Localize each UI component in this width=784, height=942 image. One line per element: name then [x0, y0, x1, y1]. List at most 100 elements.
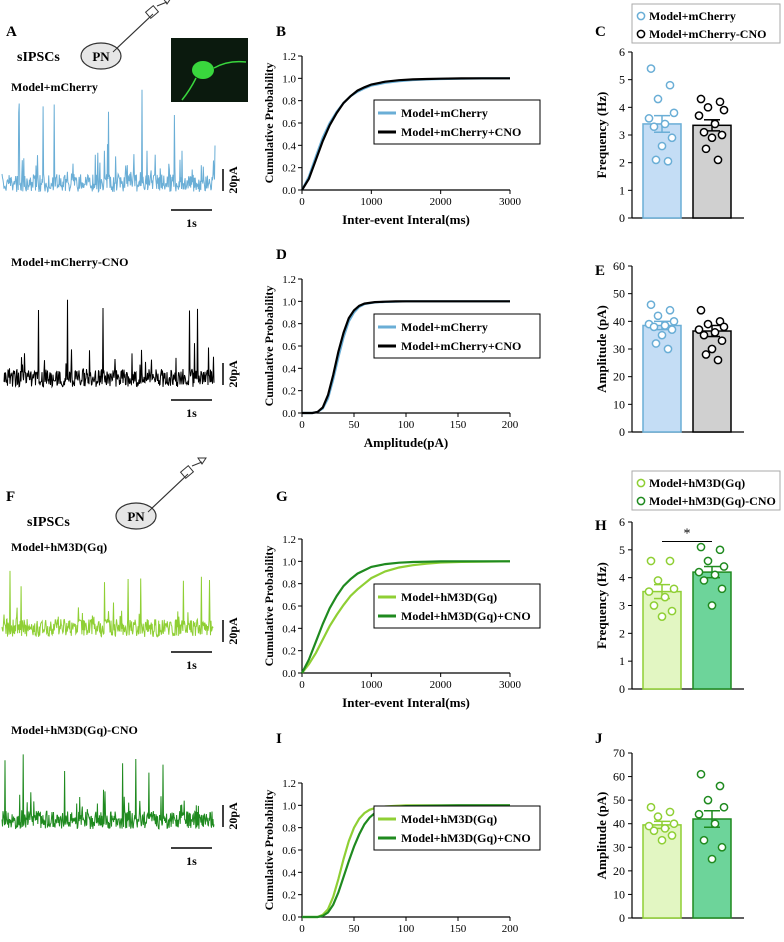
data-point: [701, 350, 711, 359]
data-point: [646, 64, 656, 73]
legend-box: [631, 470, 781, 511]
data-point: [653, 311, 663, 321]
data-point: [710, 119, 720, 129]
legend-entry: Model+hM3D(Gq)-CNO: [649, 494, 776, 508]
x-tick-label: 0: [299, 679, 305, 691]
x-tick-label: 2000: [430, 679, 453, 691]
panel-letter-A: A: [6, 24, 17, 40]
legend-entry: Model+hM3D(Gq): [649, 476, 745, 490]
data-point: [713, 355, 723, 365]
legend-marker: [636, 478, 646, 488]
data-point: [663, 156, 673, 166]
legend-box: [373, 99, 541, 145]
data-point: [657, 612, 667, 621]
data-point: [710, 328, 720, 337]
data-point: [694, 809, 704, 819]
y-tick-label: 30: [613, 342, 625, 356]
data-point: [715, 545, 725, 555]
data-point: [646, 556, 656, 566]
significance-mark: *: [684, 526, 691, 541]
x-tick-label: 200: [502, 419, 519, 431]
schematic-title: sIPSCs: [27, 515, 70, 530]
pipette: [147, 473, 189, 513]
data-point: [651, 155, 661, 165]
y-axis-label: Amplitude (pA): [594, 792, 609, 880]
y-tick-label: 20: [613, 864, 625, 878]
data-point: [699, 330, 709, 340]
trace-hm3d: [1, 570, 214, 638]
y-tick-label: 40: [613, 314, 625, 328]
scale-bar-time: 1s: [186, 406, 197, 420]
data-point: [660, 321, 670, 330]
y-tick-label: 1.0: [282, 73, 296, 85]
neuron-label: PN: [92, 49, 110, 64]
data-point: [667, 133, 677, 143]
cumulative-chart-D: 0 50 100 150 200 0.0 0.2 0.4 0.6 0.8 1.0 1.2 Amplitu…: [262, 274, 541, 450]
series-line-2: [301, 77, 510, 191]
data-point: [649, 322, 659, 332]
y-tick-label: 1: [619, 654, 625, 668]
bar-chart-H: 0 1 2 3 4 5 6 Frequency (Hz) * Model+hM3D(Gq) Mode…: [594, 470, 781, 696]
electrode-ground-icon: [156, 0, 171, 7]
y-tick-label: 0.0: [282, 668, 296, 680]
neuron-cell: [80, 42, 122, 70]
scale-bar-time: 1s: [186, 658, 197, 672]
data-point: [707, 854, 717, 864]
y-tick-label: 20: [613, 370, 625, 384]
legend-box: [373, 805, 541, 851]
data-point: [657, 835, 667, 845]
scale-bar: 20pA 1s: [171, 360, 240, 420]
panel-letter-D: D: [276, 247, 287, 263]
y-tick-label: 4: [619, 571, 625, 585]
data-point: [665, 807, 675, 817]
data-point: [657, 141, 667, 151]
trace-mcherry: [1, 89, 216, 194]
data-point: [694, 325, 704, 334]
data-point: [710, 570, 720, 580]
data-point: [699, 127, 709, 137]
y-tick-label: 6: [619, 515, 625, 529]
y-tick-label: 0.6: [282, 118, 296, 130]
data-point: [665, 80, 675, 90]
y-tick-label: 5: [619, 73, 625, 87]
data-point: [719, 562, 729, 571]
x-tick-label: 50: [349, 923, 361, 935]
fluorescent-process: [181, 77, 197, 101]
pipette-holder: [179, 465, 195, 479]
trace-label: Model+hM3D(Gq): [11, 540, 107, 554]
data-point: [717, 584, 727, 594]
y-tick-label: 0.4: [282, 140, 296, 152]
y-tick-label: 0.8: [282, 319, 296, 331]
y-tick-label: 0.8: [282, 96, 296, 108]
bar-chart-E: 0 10 20 30 40 50 60 Amplitude (pA): [594, 259, 744, 439]
series-line-2: [302, 300, 510, 415]
y-tick-label: 40: [613, 817, 625, 831]
data-point: [715, 781, 725, 791]
data-point: [699, 835, 709, 845]
y-tick-label: 0.4: [282, 623, 296, 635]
data-point: [719, 802, 729, 812]
pipette: [112, 13, 154, 53]
panel-letter-J: J: [595, 731, 603, 747]
legend-entry: Model+mCherry-CNO: [649, 27, 766, 41]
data-point: [696, 94, 706, 104]
scale-bar-amplitude: 20pA: [226, 360, 240, 388]
data-point: [649, 122, 659, 132]
cumulative-chart-I: 0 50 100 150 200 0.0 0.2 0.4 0.6 0.8 1.0 1.2 Amplitu…: [262, 778, 541, 942]
data-point: [660, 824, 670, 833]
trace-mcherry-cno: [3, 299, 215, 389]
data-point: [703, 795, 713, 805]
x-tick-label: 100: [398, 419, 415, 431]
y-tick-label: 2: [619, 626, 625, 640]
neuron-cell: [115, 502, 157, 530]
scale-bar-time: 1s: [186, 216, 197, 230]
data-point: [703, 556, 713, 566]
legend-entry: Model+mCherry: [649, 9, 736, 23]
scale-bar-amplitude: 20pA: [226, 166, 240, 194]
x-tick-label: 1000: [360, 679, 383, 691]
y-tick-label: 2: [619, 156, 625, 170]
data-point: [710, 819, 720, 829]
scale-bar-time: 1s: [186, 854, 197, 868]
legend-entry: Model+hM3D(Gq): [401, 812, 497, 826]
